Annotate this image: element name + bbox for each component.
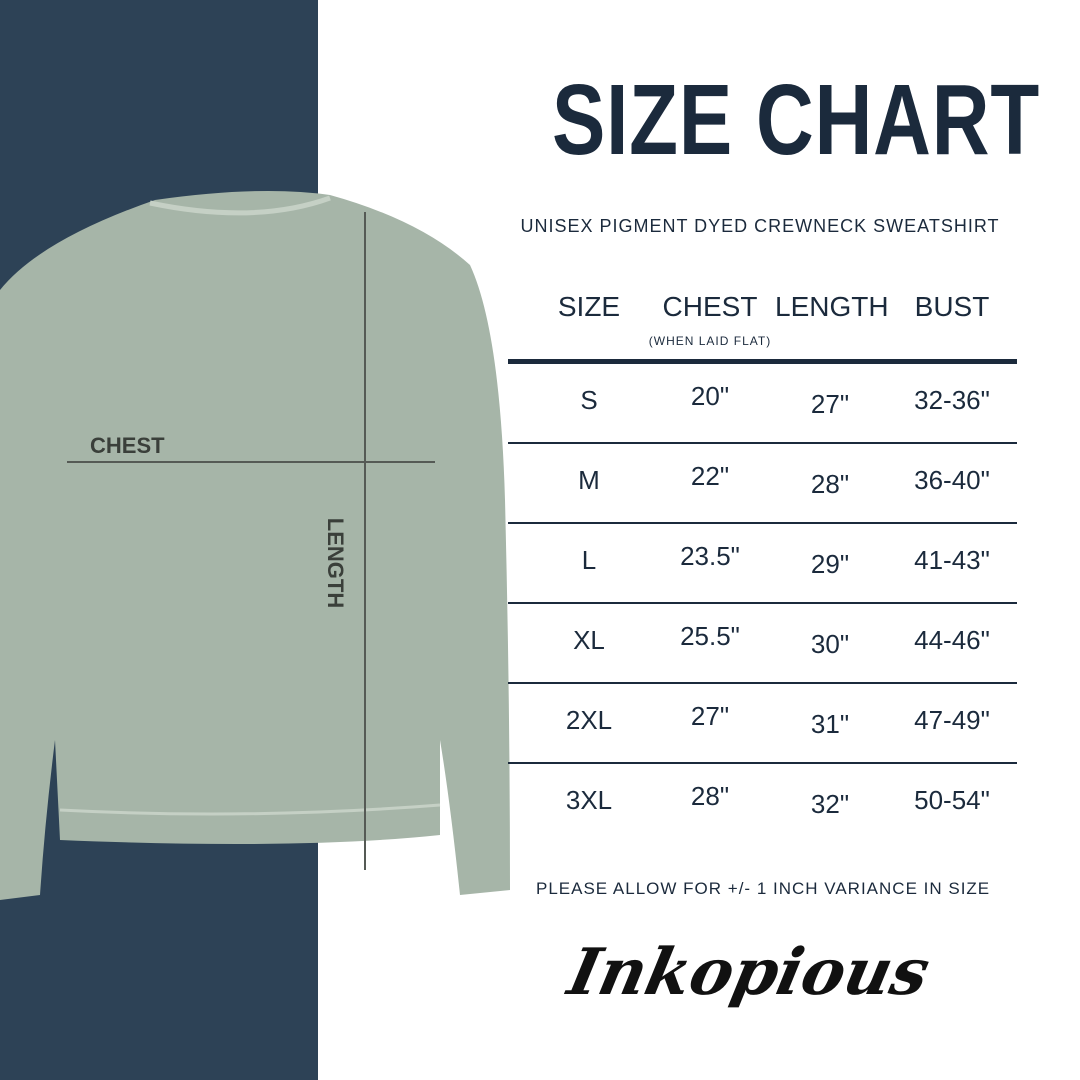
table-cell: 20" xyxy=(690,381,730,411)
subtitle: UNISEX PIGMENT DYED CREWNECK SWEATSHIRT xyxy=(520,216,1000,236)
table-cell: 47-49" xyxy=(914,705,990,735)
table-cell: M xyxy=(578,465,600,495)
table-cell: 29" xyxy=(810,549,850,579)
header-divider xyxy=(508,359,1017,364)
table-cell: 27" xyxy=(810,389,850,419)
header-length: LENGTH xyxy=(775,291,889,322)
table-cell: 41-43" xyxy=(914,545,990,575)
table-cell: L xyxy=(581,545,597,575)
table-cell: 31" xyxy=(810,709,850,739)
table-cell: 32" xyxy=(810,789,850,819)
table-cell: 2XL xyxy=(565,705,613,735)
table-cell: XL xyxy=(573,625,605,655)
chest-label: CHEST xyxy=(90,433,165,458)
sweatshirt-image xyxy=(0,191,510,900)
length-label: LENGTH xyxy=(323,517,349,609)
table-cell: 28" xyxy=(810,469,850,499)
row-divider xyxy=(508,762,1017,764)
row-divider xyxy=(508,442,1017,444)
table-cell: 23.5" xyxy=(680,541,740,571)
brand-logo: Inkopious xyxy=(562,935,936,1010)
table-cell: S xyxy=(580,385,598,415)
page-title: SIZE CHART xyxy=(552,64,1040,176)
table-cell: 22" xyxy=(690,461,730,491)
table-cell: 3XL xyxy=(565,785,613,815)
header-size: SIZE xyxy=(557,291,621,322)
table-cell: 50-54" xyxy=(914,785,990,815)
table-cell: 28" xyxy=(690,781,730,811)
header-chest: CHEST xyxy=(662,291,758,322)
table-cell: 25.5" xyxy=(680,621,740,651)
table-cell: 30" xyxy=(810,629,850,659)
table-cell: 32-36" xyxy=(914,385,990,415)
row-divider xyxy=(508,602,1017,604)
table-cell: 27" xyxy=(690,701,730,731)
row-divider xyxy=(508,522,1017,524)
chest-note: (WHEN LAID FLAT) xyxy=(648,334,772,348)
table-cell: 36-40" xyxy=(914,465,990,495)
variance-note: PLEASE ALLOW FOR +/- 1 INCH VARIANCE IN … xyxy=(536,879,991,898)
table-cell: 44-46" xyxy=(914,625,990,655)
header-bust: BUST xyxy=(914,291,990,322)
row-divider xyxy=(508,682,1017,684)
